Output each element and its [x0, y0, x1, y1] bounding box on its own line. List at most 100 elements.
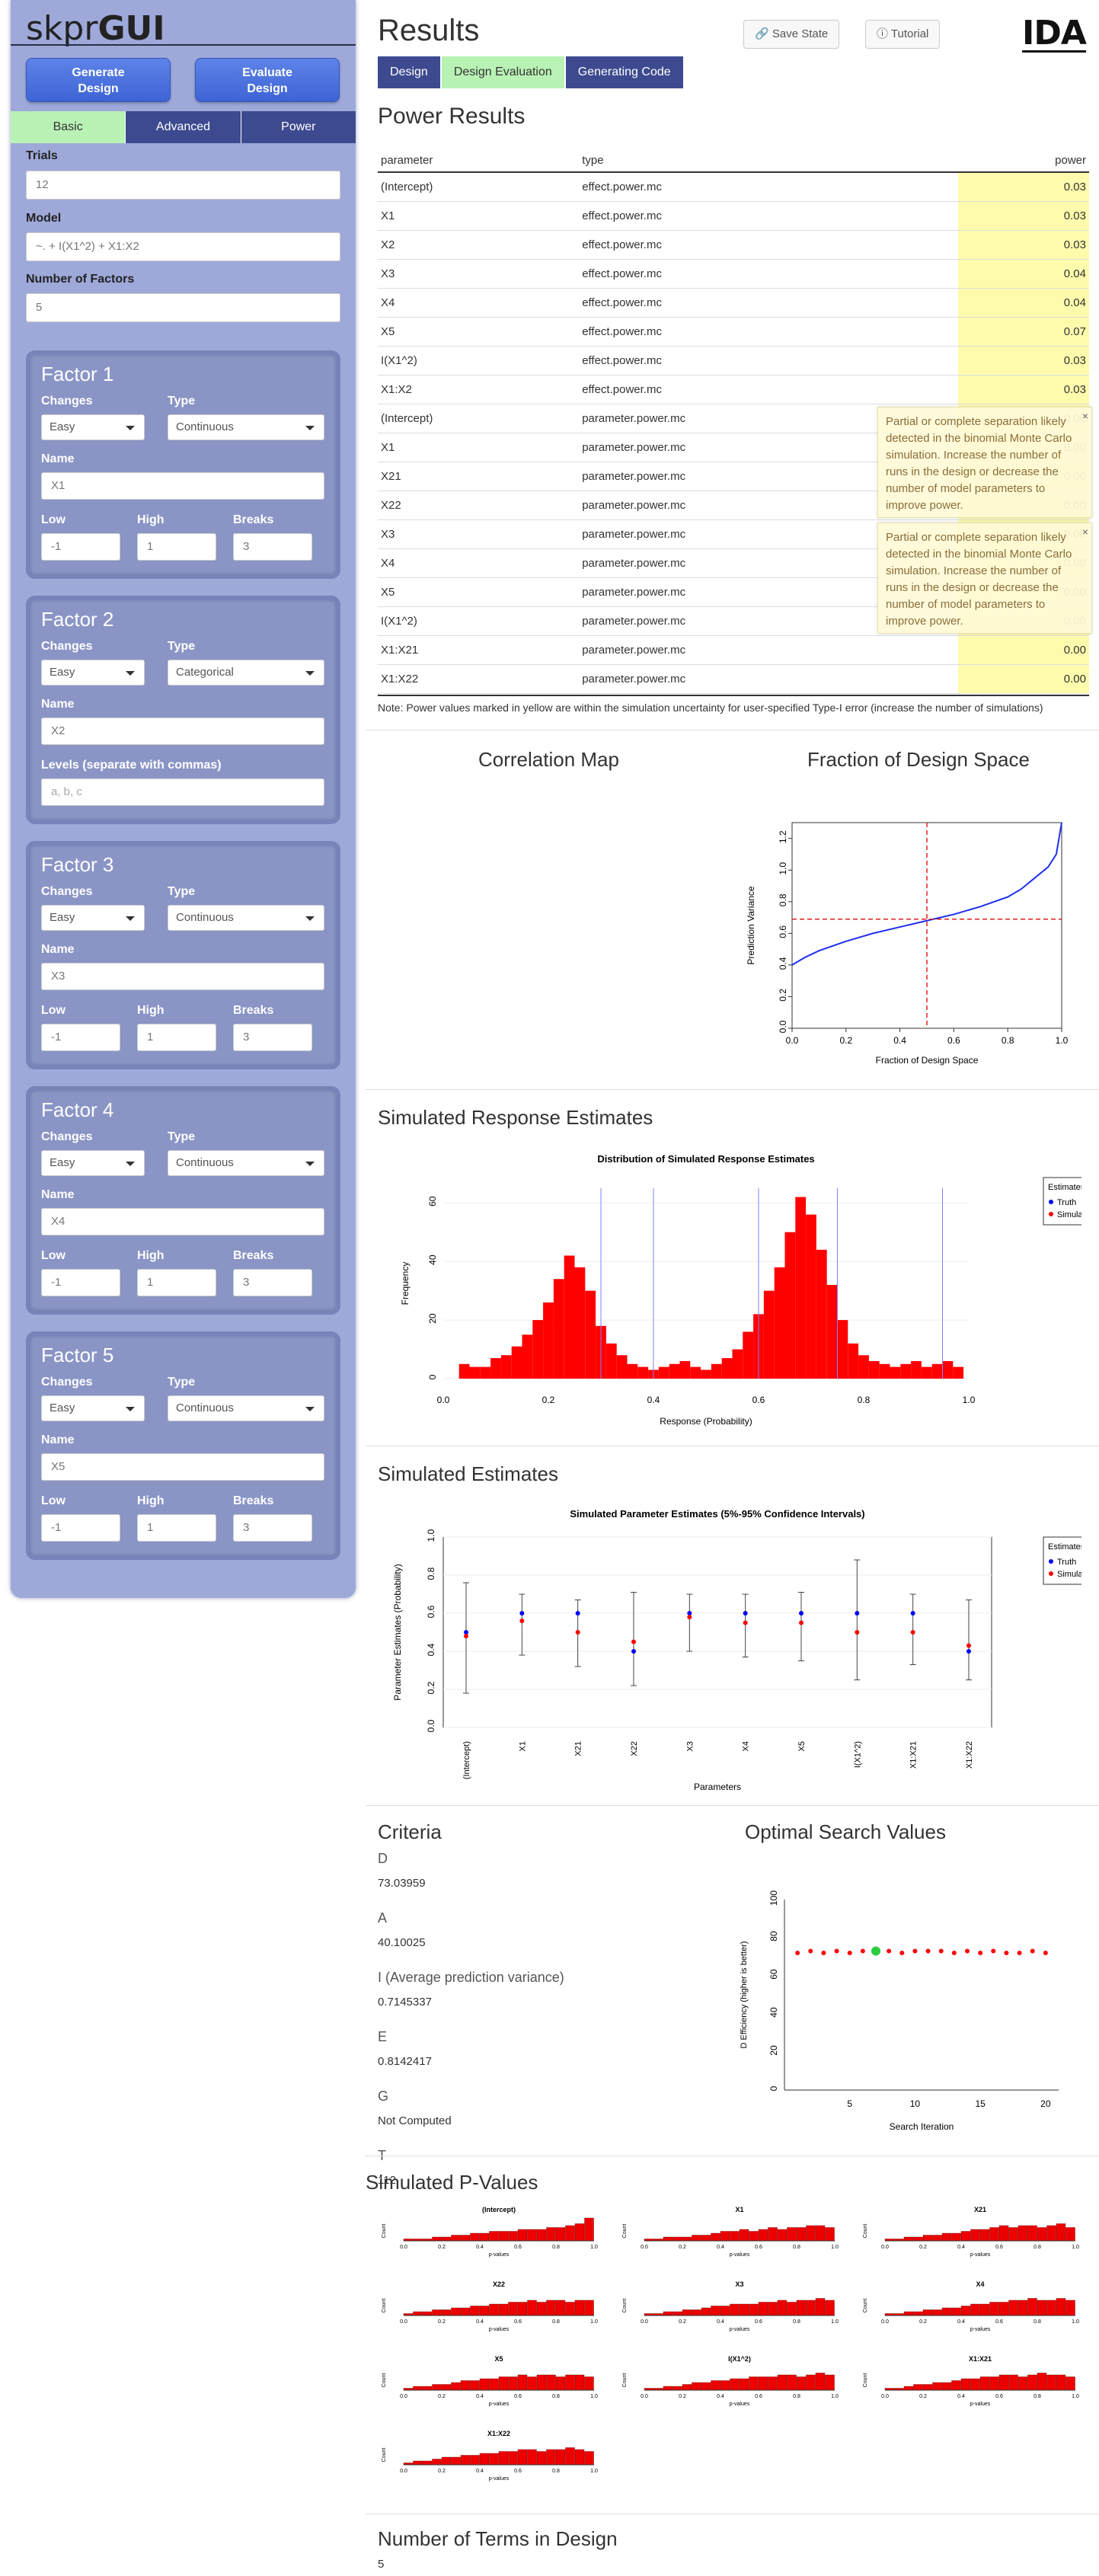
pvalue-bar	[692, 2235, 701, 2242]
pvalue-bar	[758, 2376, 768, 2391]
nfactors-input[interactable]: 5	[26, 293, 340, 322]
pvalue-bar	[555, 2227, 566, 2242]
criteria-value: 40.10025	[378, 1936, 426, 1949]
breaks-input[interactable]: 3	[233, 1269, 312, 1296]
panel-xtick: 0.0	[881, 2319, 889, 2325]
cell-parameter: X22	[378, 491, 580, 520]
pvalue-bar	[739, 2229, 749, 2242]
fds-curve	[791, 822, 1062, 966]
high-input[interactable]: 1	[137, 1514, 216, 1542]
type-select[interactable]: Continuous	[168, 414, 324, 440]
tab-power[interactable]: Power	[240, 111, 356, 143]
factor-name-input[interactable]: X1	[41, 472, 324, 500]
changes-select[interactable]: Easy	[41, 414, 145, 440]
pvalue-bar	[796, 2227, 807, 2242]
tab-generating-code[interactable]: Generating Code	[565, 56, 683, 88]
histogram-bar	[837, 1320, 848, 1379]
trials-input[interactable]: 12	[26, 171, 340, 200]
changes-select[interactable]: Easy	[41, 1395, 145, 1421]
low-input[interactable]: -1	[41, 533, 120, 561]
histogram-bar	[721, 1358, 733, 1379]
histogram-bar	[743, 1331, 754, 1379]
tab-design[interactable]: Design	[378, 56, 440, 88]
pvalue-bar	[1018, 2376, 1028, 2391]
search-point	[821, 1951, 826, 1955]
high-input[interactable]: 1	[137, 1269, 216, 1296]
pvalue-bar	[701, 2307, 711, 2316]
factor-name-input[interactable]: X3	[41, 963, 324, 990]
panel-xtick: 0.0	[881, 2394, 889, 2399]
panel-xtick: 0.6	[514, 2469, 522, 2474]
panel-xtick: 0.2	[438, 2469, 446, 2474]
factor-name-input[interactable]: X2	[41, 718, 324, 745]
low-label: Low	[41, 1004, 65, 1017]
breaks-input[interactable]: 3	[233, 533, 312, 561]
link-icon: 🔗	[755, 27, 772, 40]
type-select[interactable]: Continuous	[168, 1395, 324, 1421]
pvalue-bar	[536, 2451, 547, 2466]
factor-name-input[interactable]: X4	[41, 1208, 324, 1235]
pvalue-bar	[682, 2236, 692, 2242]
table-row: X1:X22 parameter.power.mc 0.00	[378, 664, 1089, 694]
type-select[interactable]: Continuous	[168, 1150, 324, 1176]
caret-down-icon	[305, 1407, 315, 1411]
criteria-title: Criteria	[378, 1820, 442, 1843]
type-select[interactable]: Categorical	[168, 660, 324, 686]
tab-design-evaluation[interactable]: Design Evaluation	[441, 56, 564, 88]
changes-select[interactable]: Easy	[41, 1150, 145, 1176]
generate-design-button[interactable]: Generate Design	[26, 58, 171, 102]
power-results-title: Power Results	[378, 104, 526, 129]
evaluate-design-button[interactable]: Evaluate Design	[195, 58, 340, 102]
tutorial-button[interactable]: ⓘ Tutorial	[865, 20, 941, 49]
high-input[interactable]: 1	[137, 533, 216, 561]
close-icon[interactable]: ×	[1081, 410, 1088, 422]
histogram-bar	[931, 1363, 943, 1379]
x-axis-label: Parameters	[694, 1782, 741, 1792]
high-input[interactable]: 1	[137, 1024, 216, 1051]
x-tick-label: X4	[742, 1741, 751, 1751]
panel-xtick: 1.0	[1072, 2319, 1079, 2325]
save-state-button[interactable]: 🔗 Save State	[743, 20, 840, 49]
panel-xtick: 0.4	[717, 2245, 724, 2250]
pvalue-bar	[422, 2460, 433, 2466]
x-tick-label: 0.0	[437, 1395, 450, 1405]
tab-basic[interactable]: Basic	[11, 111, 126, 143]
search-point	[978, 1951, 983, 1955]
cell-parameter: X5	[378, 577, 580, 607]
changes-select[interactable]: Easy	[41, 905, 145, 931]
changes-select[interactable]: Easy	[41, 660, 145, 686]
tab-advanced[interactable]: Advanced	[125, 111, 241, 143]
breaks-label: Breaks	[233, 1004, 274, 1017]
cell-power: 0.00	[958, 664, 1089, 694]
panel-xtick: 0.2	[919, 2319, 927, 2325]
x-tick-label: 1.0	[963, 1395, 976, 1405]
model-input[interactable]: ~. + I(X1^2) + X1:X2	[26, 232, 340, 261]
low-input[interactable]: -1	[41, 1269, 120, 1296]
type-select[interactable]: Continuous	[168, 905, 324, 931]
pvalue-bar	[932, 2382, 942, 2391]
cell-power: 0.00	[958, 635, 1089, 665]
y-tick-label: 100	[768, 1890, 779, 1906]
levels-input[interactable]: a, b, c	[41, 778, 324, 806]
search-point	[1043, 1951, 1048, 1955]
panel-xtick: 0.8	[552, 2469, 560, 2474]
low-input[interactable]: -1	[41, 1514, 120, 1542]
panel-xtick: 0.0	[881, 2245, 889, 2250]
histogram-bar	[711, 1363, 722, 1379]
pvalue-bar	[489, 2303, 499, 2316]
factor-name-input[interactable]: X5	[41, 1453, 324, 1481]
close-icon[interactable]: ×	[1081, 526, 1088, 538]
panel-title: X1:X21	[969, 2355, 992, 2363]
name-label: Name	[41, 1188, 75, 1201]
type-label: Type	[168, 885, 196, 898]
histogram-bar	[890, 1366, 901, 1379]
sim-point	[519, 1619, 525, 1623]
panel-xtick: 0.8	[552, 2245, 560, 2250]
breaks-input[interactable]: 3	[233, 1024, 312, 1051]
pvalue-bar	[565, 2374, 575, 2391]
pvalue-bar	[1065, 2227, 1075, 2242]
pvalue-bar	[768, 2302, 778, 2316]
low-input[interactable]: -1	[41, 1024, 120, 1051]
breaks-input[interactable]: 3	[233, 1514, 312, 1542]
panel-title: X1:X22	[487, 2430, 510, 2437]
